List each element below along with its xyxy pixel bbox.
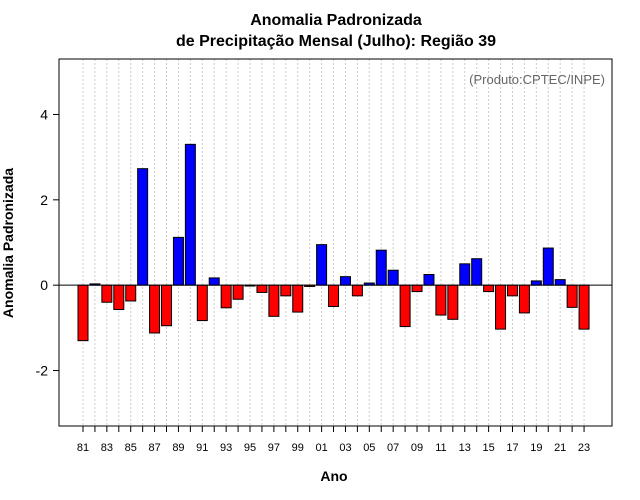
bar-2014	[471, 258, 483, 286]
y-tick-label: 2	[40, 192, 48, 208]
bar-1989	[172, 236, 184, 286]
x-tick-label: 81	[77, 442, 89, 454]
bar-2018	[518, 284, 530, 314]
x-tick-label: 89	[172, 442, 184, 454]
bar-2010	[423, 274, 435, 286]
bar-1996	[256, 284, 268, 293]
x-tick-label: 17	[506, 442, 518, 454]
x-tick-label: 21	[554, 442, 566, 454]
y-tick-label: 4	[40, 106, 48, 122]
bar-1990	[184, 143, 196, 286]
bar-1997	[268, 284, 280, 317]
bar-1993	[220, 284, 232, 309]
y-axis-label: Anomalia Padronizada	[0, 168, 16, 318]
x-tick-label: 15	[482, 442, 494, 454]
plot-frame	[58, 58, 613, 427]
bar-2017	[506, 284, 518, 297]
bar-2002	[328, 284, 340, 308]
x-tick-label: 87	[148, 442, 160, 454]
x-tick-label: 85	[125, 442, 137, 454]
bar-2021	[554, 279, 566, 286]
bar-2011	[435, 284, 447, 316]
bar-1988	[161, 284, 173, 327]
bar-1986	[137, 168, 149, 286]
x-tick-label: 83	[101, 442, 113, 454]
bar-1991	[196, 284, 208, 322]
credit-label: (Produto:CPTEC/INPE)	[469, 72, 605, 87]
bar-2001	[316, 244, 328, 286]
bar-2016	[495, 284, 507, 330]
x-tick-label: 97	[268, 442, 280, 454]
x-tick-label: 13	[459, 442, 471, 454]
bar-2007	[387, 269, 399, 286]
chart-title-line2: de Precipitação Mensal (Julho): Região 3…	[176, 33, 496, 50]
bar-2006	[375, 249, 387, 286]
x-tick-label: 93	[220, 442, 232, 454]
bar-2009	[411, 284, 423, 293]
x-axis: 81 83 85 87 89 91 93 95 97 99 01 03 05 07 09 11 13 15 17 19…	[77, 426, 590, 454]
bar-1992	[208, 277, 220, 286]
bar-1983	[101, 284, 113, 303]
bar-2013	[459, 263, 471, 286]
bar-2015	[483, 284, 495, 293]
x-tick-label: 99	[292, 442, 304, 454]
y-tick-label: 0	[40, 277, 48, 293]
bar-1981	[77, 284, 89, 342]
x-tick-label: 07	[387, 442, 399, 454]
bar-1987	[149, 284, 161, 334]
bar-1984	[113, 284, 125, 310]
bar-2012	[447, 284, 459, 320]
bar-2003	[339, 276, 351, 286]
bar-2022	[566, 284, 578, 308]
x-axis-label: Ano	[320, 468, 347, 484]
y-tick-label: -2	[36, 363, 49, 379]
bar-2020	[542, 247, 554, 286]
x-tick-label: 91	[196, 442, 208, 454]
bar-2023	[578, 284, 590, 330]
bars	[77, 143, 590, 342]
x-tick-label: 95	[244, 442, 256, 454]
y-axis: -2 0 2 4	[36, 106, 59, 379]
grid	[82, 59, 585, 426]
x-tick-label: 23	[578, 442, 590, 454]
x-tick-label: 19	[530, 442, 542, 454]
bar-1999	[292, 284, 304, 313]
bar-1985	[125, 284, 137, 302]
bar-2004	[351, 284, 363, 297]
bar-2019	[530, 280, 542, 286]
x-tick-label: 01	[315, 442, 327, 454]
x-tick-label: 11	[435, 442, 446, 454]
x-tick-label: 05	[363, 442, 375, 454]
bar-1998	[280, 284, 292, 297]
x-tick-label: 09	[411, 442, 423, 454]
bar-2008	[399, 284, 411, 328]
bar-1994	[232, 284, 244, 300]
x-tick-label: 03	[339, 442, 351, 454]
chart-title-line1: Anomalia Padronizada	[250, 12, 422, 29]
